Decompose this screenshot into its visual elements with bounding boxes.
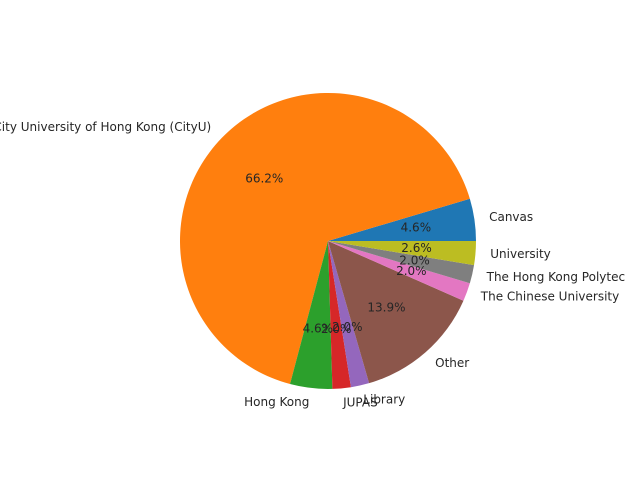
pie-slice [328,241,370,388]
slice-category-label: University [490,247,551,261]
slice-percent-label: 2.0% [396,264,427,278]
slice-percent-label: 2.0% [399,253,430,267]
pie-slice [328,241,464,384]
slice-percent-label: 4.6% [303,322,334,336]
pie-slice [328,241,351,389]
slice-category-label: The Chinese University [480,290,619,304]
slice-percent-label: 2.0% [321,322,352,336]
slice-percent-label: 66.2% [245,172,283,186]
slice-category-label: Canvas [489,210,533,224]
slice-category-label: Library [363,392,405,406]
pie-slice [328,241,475,284]
slice-percent-label: 4.6% [401,221,432,235]
pie-slice [180,93,470,385]
slice-percent-label: 2.0% [332,320,363,334]
slice-percent-label: 2.6% [401,241,432,255]
slice-category-label: JUPAS [342,396,378,410]
pie-slice [328,241,470,301]
slice-category-label: City University of Hong Kong (CityU) [0,120,211,134]
slice-category-label: The Hong Kong Polytec [486,270,625,284]
pie-slice [328,198,476,241]
slice-category-label: Other [435,356,469,370]
slice-category-label: Hong Kong [244,395,309,409]
pie-slice [290,241,333,389]
slice-percent-label: 13.9% [367,300,405,314]
pie-slice [328,241,476,266]
